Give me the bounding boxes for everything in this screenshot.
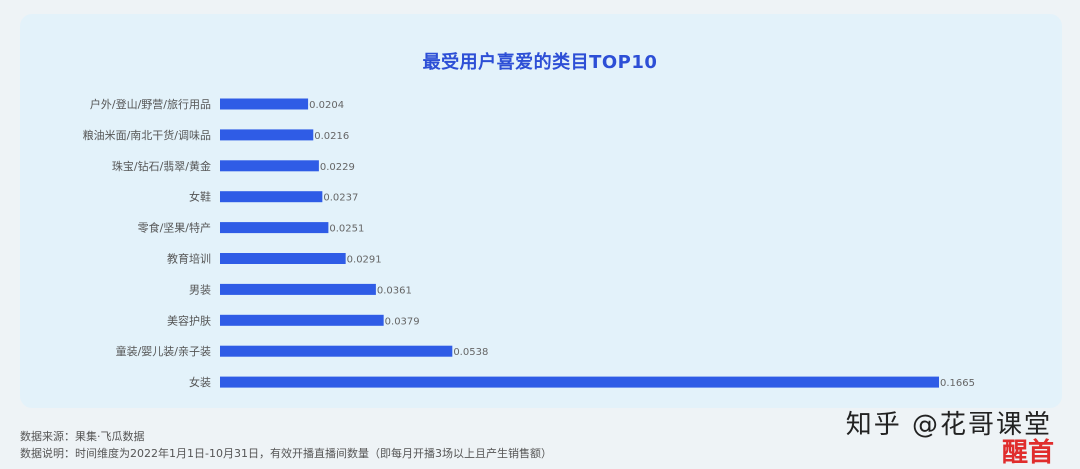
bar [220,191,323,203]
chart-panel [20,14,1062,408]
bar [220,98,309,110]
value-label: 0.0361 [377,285,412,296]
footer-note: 数据说明：时间维度为2022年1月1日-10月31日，有效开播直播间数量（即每月… [20,445,552,461]
value-label: 0.0379 [385,316,420,327]
category-label: 户外/登山/野营/旅行用品 [90,97,211,111]
note-label: 数据说明： [20,447,75,460]
value-label: 0.0538 [453,347,488,358]
value-label: 0.0237 [323,193,358,204]
bar [220,129,314,141]
value-label: 0.0251 [329,224,364,235]
value-label: 0.0229 [320,162,355,173]
category-label: 女装 [189,375,211,389]
category-label: 零食/坚果/特产 [138,221,211,235]
value-label: 0.1665 [940,378,975,389]
category-label: 教育培训 [167,252,211,266]
category-label: 美容护肤 [167,313,211,327]
bar [220,345,453,357]
note-value: 时间维度为2022年1月1日-10月31日，有效开播直播间数量（即每月开播3场以… [75,447,552,460]
value-label: 0.0216 [314,131,349,142]
bar [220,253,346,264]
bar [220,222,329,234]
category-label: 粮油米面/南北干货/调味品 [83,128,211,142]
bar [220,376,939,388]
bar [220,160,319,172]
category-label: 女鞋 [189,190,211,204]
source-label: 数据来源： [20,430,75,443]
bar [220,283,376,295]
category-label: 珠宝/钻石/翡翠/黄金 [112,159,211,173]
value-label: 0.0204 [309,100,344,111]
source-value: 果集·飞瓜数据 [75,430,145,443]
footer-source: 数据来源：果集·飞瓜数据 [20,428,145,444]
watermark-logo: 醒首 [1001,438,1054,468]
category-label: 男装 [189,283,211,296]
bar [220,314,384,326]
category-label: 童装/婴儿装/亲子装 [116,344,211,358]
chart-title: 最受用户喜爱的类目TOP10 [422,52,658,73]
watermark-text: 知乎 @花哥课堂 [845,410,1052,440]
value-label: 0.0291 [347,255,382,266]
